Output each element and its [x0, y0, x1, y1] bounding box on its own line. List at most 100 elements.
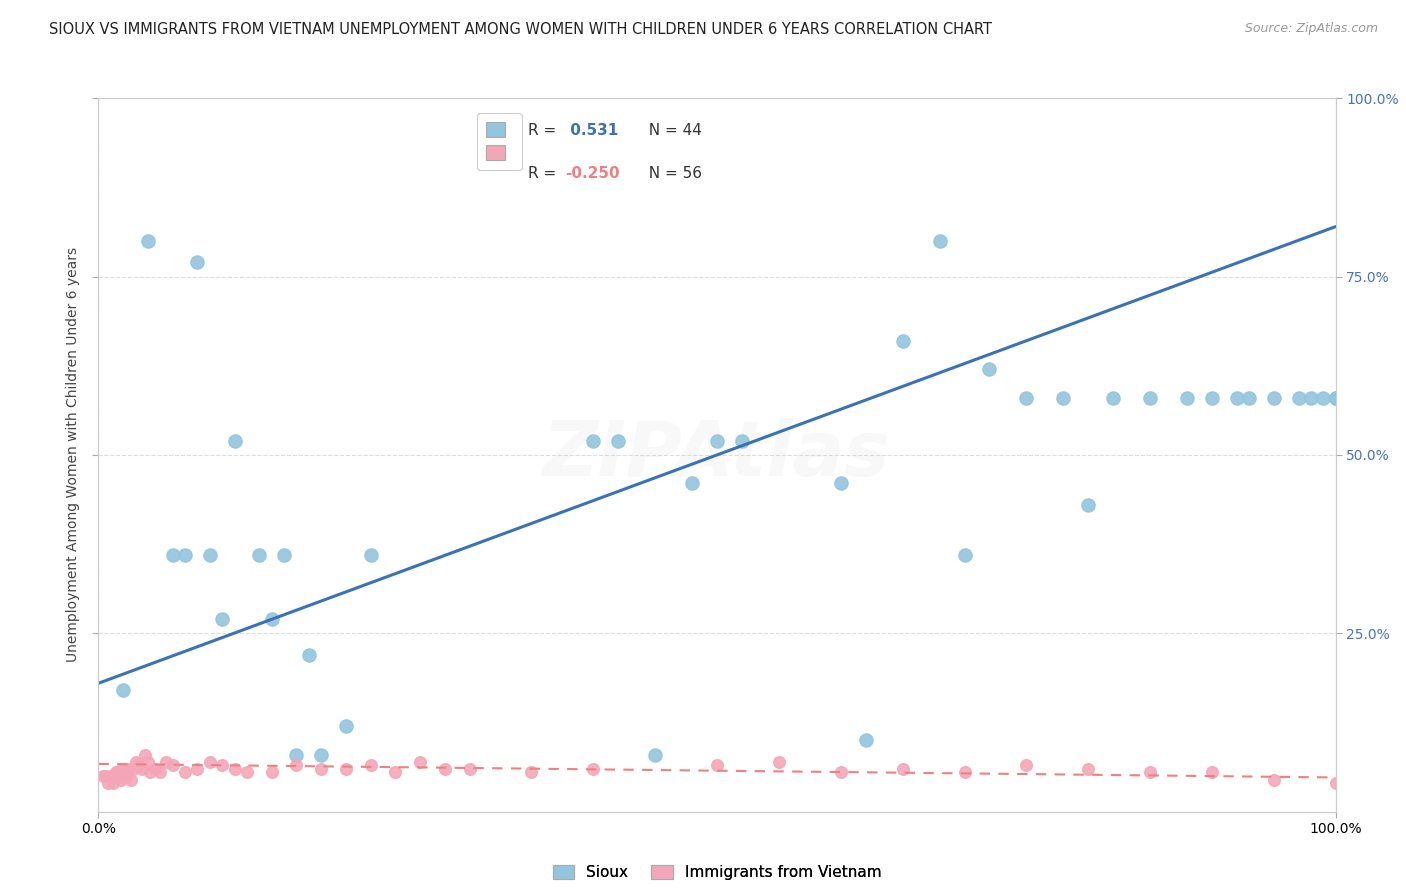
Point [211, 612, 233, 626]
Point [174, 548, 197, 562]
Point [384, 765, 406, 780]
Point [149, 765, 172, 780]
Point [1226, 391, 1249, 405]
Point [360, 548, 382, 562]
Point [100, 769, 122, 783]
Point [1077, 762, 1099, 776]
Point [1201, 391, 1223, 405]
Point [1237, 391, 1260, 405]
Point [224, 762, 246, 776]
Point [112, 762, 135, 776]
Point [830, 765, 852, 780]
Point [127, 758, 149, 772]
Point [236, 765, 259, 780]
Point [1139, 765, 1161, 780]
Point [139, 765, 162, 780]
Point [768, 755, 790, 769]
Point [198, 755, 221, 769]
Point [335, 719, 357, 733]
Text: SIOUX VS IMMIGRANTS FROM VIETNAM UNEMPLOYMENT AMONG WOMEN WITH CHILDREN UNDER 6 : SIOUX VS IMMIGRANTS FROM VIETNAM UNEMPLO… [49, 22, 993, 37]
Point [131, 762, 153, 776]
Point [97, 776, 120, 790]
Point [706, 758, 728, 772]
Point [1312, 391, 1334, 405]
Point [409, 755, 432, 769]
Point [520, 765, 543, 780]
Point [891, 762, 914, 776]
Point [114, 771, 136, 785]
Text: N = 56: N = 56 [640, 166, 702, 180]
Point [706, 434, 728, 448]
Point [186, 255, 208, 269]
Point [260, 765, 283, 780]
Point [120, 772, 142, 787]
Point [285, 758, 308, 772]
Point [309, 762, 332, 776]
Point [360, 758, 382, 772]
Point [644, 747, 666, 762]
Point [136, 234, 159, 248]
Point [101, 771, 124, 785]
Point [108, 771, 131, 785]
Point [1263, 391, 1285, 405]
Text: ZIPAtlas: ZIPAtlas [543, 418, 891, 491]
Text: Source: ZipAtlas.com: Source: ZipAtlas.com [1244, 22, 1378, 36]
Point [1175, 391, 1198, 405]
Point [1201, 765, 1223, 780]
Point [103, 776, 125, 790]
Point [93, 769, 115, 783]
Point [186, 762, 208, 776]
Point [155, 755, 177, 769]
Point [224, 434, 246, 448]
Point [136, 755, 159, 769]
Point [143, 762, 166, 776]
Point [458, 762, 481, 776]
Point [953, 548, 976, 562]
Point [891, 334, 914, 348]
Point [855, 733, 877, 747]
Text: -0.250: -0.250 [565, 166, 620, 180]
Point [112, 683, 135, 698]
Point [162, 548, 184, 562]
Point [285, 747, 308, 762]
Point [94, 769, 117, 783]
Point [1324, 391, 1347, 405]
Point [681, 476, 703, 491]
Point [1324, 391, 1347, 405]
Point [582, 434, 605, 448]
Point [122, 762, 145, 776]
Point [928, 234, 950, 248]
Point [174, 765, 197, 780]
Point [103, 769, 125, 783]
Point [211, 758, 233, 772]
Point [162, 758, 184, 772]
Point [1052, 391, 1074, 405]
Point [110, 772, 132, 787]
Point [309, 747, 332, 762]
Point [124, 755, 146, 769]
Point [1324, 776, 1347, 790]
Point [1102, 391, 1125, 405]
Point [1263, 772, 1285, 787]
Point [1288, 391, 1310, 405]
Point [1139, 391, 1161, 405]
Point [1077, 498, 1099, 512]
Point [1015, 758, 1038, 772]
Point [198, 548, 221, 562]
Point [433, 762, 456, 776]
Point [335, 762, 357, 776]
Point [1324, 391, 1347, 405]
Point [105, 765, 128, 780]
Legend: Sioux, Immigrants from Vietnam: Sioux, Immigrants from Vietnam [547, 858, 887, 886]
Text: R =: R = [527, 123, 561, 137]
Point [134, 747, 156, 762]
Point [247, 548, 270, 562]
Point [298, 648, 321, 662]
Point [104, 765, 127, 780]
Point [107, 769, 129, 783]
Text: 0.531: 0.531 [565, 123, 619, 137]
Text: N = 44: N = 44 [640, 123, 702, 137]
Point [260, 612, 283, 626]
Point [111, 762, 134, 776]
Point [582, 762, 605, 776]
